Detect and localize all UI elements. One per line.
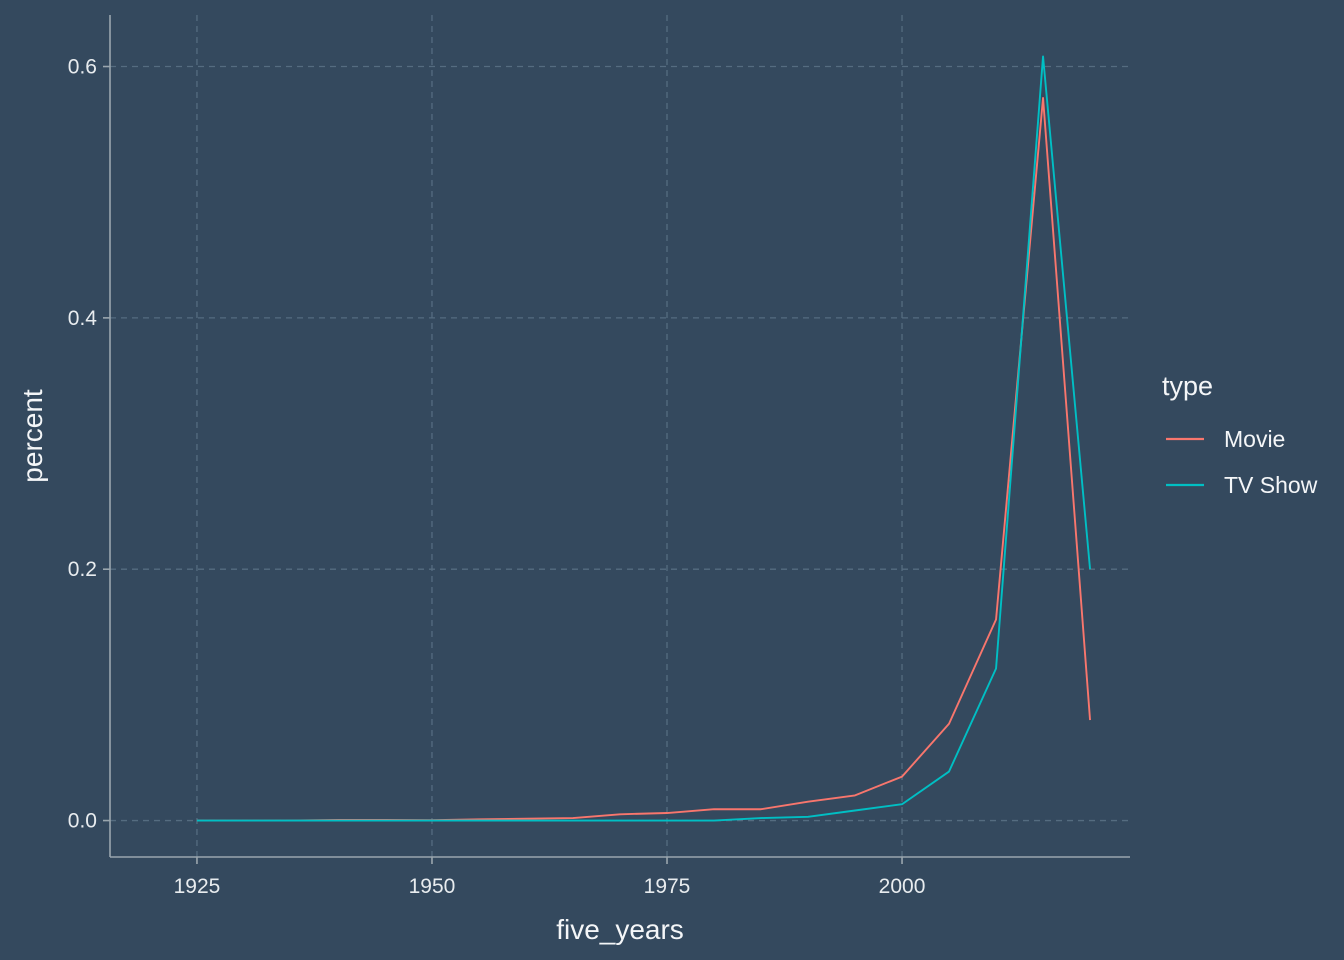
axes	[109, 15, 1130, 858]
legend-label: TV Show	[1224, 472, 1318, 498]
x-tick-label: 1925	[174, 875, 221, 898]
x-axis-title: five_years	[556, 914, 684, 945]
legend-item: Movie	[1166, 426, 1285, 452]
x-tick-label: 1950	[409, 875, 456, 898]
legend-items: Movie TV Show	[1166, 426, 1318, 498]
grid-lines	[110, 15, 1130, 857]
y-tick-label: 0.0	[68, 810, 97, 833]
legend-title: type	[1162, 371, 1213, 401]
y-tick-label: 0.6	[68, 56, 97, 79]
series-line-tv-show	[196, 55, 1091, 822]
y-tick-label: 0.4	[68, 307, 98, 330]
legend-item: TV Show	[1166, 472, 1318, 498]
series-lines	[196, 55, 1091, 822]
y-tick-label: 0.2	[68, 558, 97, 581]
series-line-movie	[196, 96, 1091, 822]
legend-label: Movie	[1224, 426, 1285, 452]
y-axis-title: percent	[17, 389, 48, 483]
x-tick-label: 1975	[644, 875, 691, 898]
x-tick-label: 2000	[879, 875, 926, 898]
legend: type Movie TV Show	[1162, 371, 1318, 498]
tick-labels: 1925 1950 1975 2000 0.0 0.2 0.4 0.6	[68, 56, 926, 898]
